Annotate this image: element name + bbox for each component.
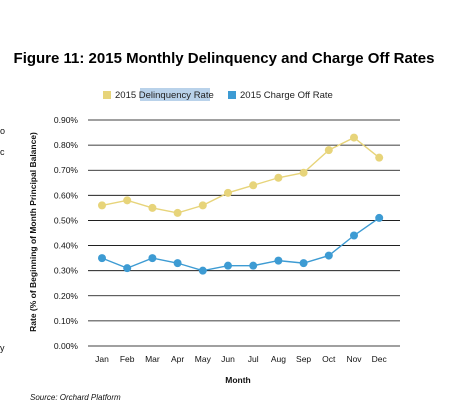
data-point — [148, 254, 157, 263]
x-axis-title: Month — [225, 375, 251, 385]
x-tick-label: Jul — [248, 354, 259, 364]
x-tick-label: Feb — [120, 354, 135, 364]
x-tick-label: Dec — [372, 354, 388, 364]
legend-swatch-chargeoff — [228, 91, 236, 99]
data-point — [123, 196, 132, 205]
data-point — [375, 213, 384, 222]
edge-text-1: o — [0, 126, 5, 136]
x-tick-label: Jun — [221, 354, 235, 364]
source-note: Source: Orchard Platform — [30, 393, 121, 402]
data-point — [324, 251, 333, 260]
data-point — [224, 188, 232, 197]
data-point — [299, 168, 308, 177]
y-tick-label: 0.90% — [54, 115, 79, 125]
x-tick-label: Sep — [296, 354, 311, 364]
y-tick-label: 0.20% — [54, 291, 79, 301]
y-tick-label: 0.30% — [54, 266, 79, 276]
gridlines — [88, 119, 400, 347]
legend: 2015 Delinquency Rate 2015 Charge Off Ra… — [103, 88, 333, 101]
x-tick-label: Oct — [322, 354, 336, 364]
y-axis-title: Rate (% of Beginning of Month Principal … — [28, 132, 38, 332]
x-tick-label: Mar — [145, 354, 160, 364]
series-line-1 — [101, 217, 380, 272]
x-tick-label: Apr — [171, 354, 184, 364]
series-line-0 — [101, 136, 380, 214]
y-tick-label: 0.40% — [54, 241, 79, 251]
legend-label-chargeoff: 2015 Charge Off Rate — [240, 90, 333, 101]
data-point — [324, 146, 333, 155]
legend-highlight — [140, 88, 210, 101]
data-point — [123, 264, 132, 273]
legend-swatch-delinquency — [103, 91, 111, 99]
data-point — [98, 201, 106, 210]
data-point — [274, 256, 283, 265]
data-point — [148, 203, 157, 212]
data-point — [173, 259, 182, 268]
y-tick-label: 0.10% — [54, 316, 79, 326]
x-tick-label: Nov — [346, 354, 362, 364]
data-point — [249, 261, 258, 270]
chart-title: Figure 11: 2015 Monthly Delinquency and … — [14, 50, 435, 67]
x-tick-labels: Jan Feb Mar Apr May Jun Jul Aug Sep Oct Nov Dec — [95, 354, 387, 364]
edge-text-2: c — [0, 147, 5, 157]
data-point — [224, 261, 232, 270]
data-point — [299, 259, 308, 268]
x-tick-label: Jan — [95, 354, 109, 364]
data-point — [249, 181, 258, 190]
x-tick-label: Aug — [271, 354, 286, 364]
data-point — [274, 173, 283, 182]
y-tick-label: 0.60% — [54, 190, 79, 200]
data-point — [350, 133, 358, 142]
legend-label-delinquency: 2015 Delinquency Rate — [115, 90, 214, 101]
y-tick-labels: 0.00% 0.10% 0.20% 0.30% 0.40% 0.50% 0.60% 0.70%… — [54, 115, 79, 351]
data-point — [98, 254, 106, 263]
y-tick-label: 0.70% — [54, 165, 79, 175]
x-tick-label: May — [195, 354, 212, 364]
data-point — [198, 266, 207, 275]
edge-text-3: y — [0, 343, 5, 353]
y-tick-label: 0.80% — [54, 140, 79, 150]
data-point — [173, 208, 182, 217]
data-point — [350, 231, 358, 240]
series-lines — [98, 133, 384, 275]
data-point — [198, 201, 207, 210]
data-point — [375, 153, 384, 162]
y-tick-label: 0.50% — [54, 215, 79, 225]
y-tick-label: 0.00% — [54, 341, 79, 351]
